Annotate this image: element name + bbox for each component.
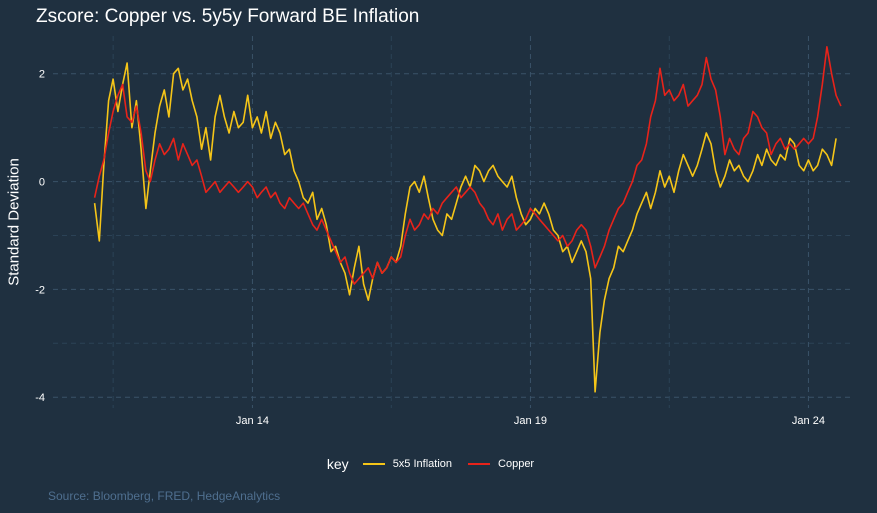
y-tick-label: 2 [39,69,45,81]
x-tick-label: Jan 14 [236,415,269,427]
legend-label-inflation: 5x5 Inflation [392,458,453,470]
series-line-inflation [93,62,837,393]
y-tick-label: -4 [35,392,45,404]
x-tick-label: Jan 19 [514,415,547,427]
legend: key 5x5 Inflation Copper [0,452,877,476]
legend-label-copper: Copper [498,458,535,470]
tick-layer: 2 0 -2 -4 Jan 14 Jan 19 Jan 24 [35,69,825,427]
grid-layer [53,36,850,408]
chart-title: Zscore: Copper vs. 5y5y Forward BE Infla… [36,6,420,27]
source-note: Source: Bloomberg, FRED, HedgeAnalytics [48,489,281,503]
y-tick-label: -2 [35,284,45,296]
series-line-copper [93,46,842,285]
legend-swatch-copper [468,463,491,465]
legend-swatch-inflation [362,463,385,465]
y-tick-label: 0 [39,177,45,189]
legend-title: key [326,456,349,472]
legend-item-inflation: 5x5 Inflation [362,458,453,470]
legend-item-copper: Copper [468,458,534,470]
series-layer [93,46,842,393]
x-tick-label: Jan 24 [792,415,825,427]
